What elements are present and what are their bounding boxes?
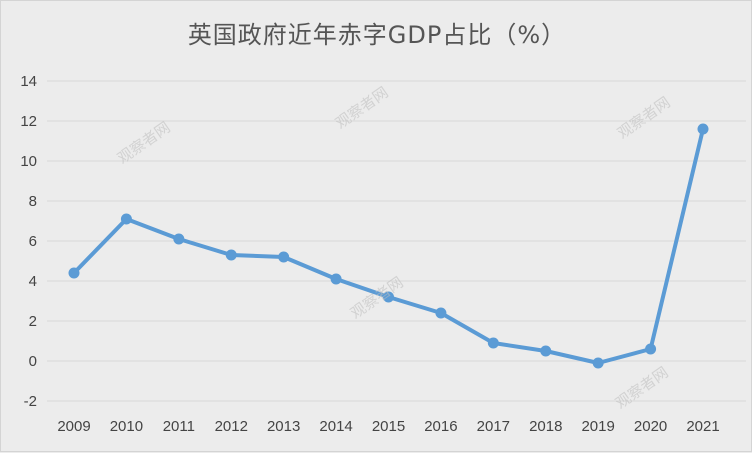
y-tick-label: 12 [20,113,37,130]
data-point [330,273,342,285]
data-point [173,233,185,245]
y-tick-label: 0 [29,353,37,370]
x-tick-label: 2016 [424,418,457,435]
y-tick-label: 4 [29,273,37,290]
x-tick-label: 2014 [319,418,352,435]
y-tick-label: 10 [20,153,37,170]
data-point [225,249,237,261]
data-point [120,213,132,225]
series-line [72,127,705,365]
x-tick-label: 2015 [372,418,405,435]
data-point [540,345,552,357]
data-point [645,343,657,355]
data-point [68,267,80,279]
data-point [383,291,394,303]
data-point [697,123,709,135]
x-tick-label: 2013 [267,418,300,435]
x-tick-label: 2018 [529,418,562,435]
data-point [435,307,447,319]
x-tick-label: 2017 [477,418,510,435]
data-point [592,357,604,369]
x-tick-label: 2021 [686,418,719,435]
data-point [278,251,290,263]
x-tick-label: 2011 [163,418,195,435]
x-tick-label: 2019 [581,418,614,435]
data-point [487,337,499,349]
y-tick-label: 2 [29,313,37,330]
x-tick-label: 2012 [215,418,248,435]
y-tick-label: -2 [24,393,37,410]
y-tick-label: 14 [20,73,37,90]
x-tick-label: 2009 [57,418,90,435]
x-tick-label: 2010 [110,418,143,435]
chart-title: 英国政府近年赤字GDP占比（%） [187,21,567,49]
y-tick-label: 8 [29,193,37,210]
x-tick-label: 2020 [634,418,667,435]
y-tick-label: 6 [29,233,37,250]
